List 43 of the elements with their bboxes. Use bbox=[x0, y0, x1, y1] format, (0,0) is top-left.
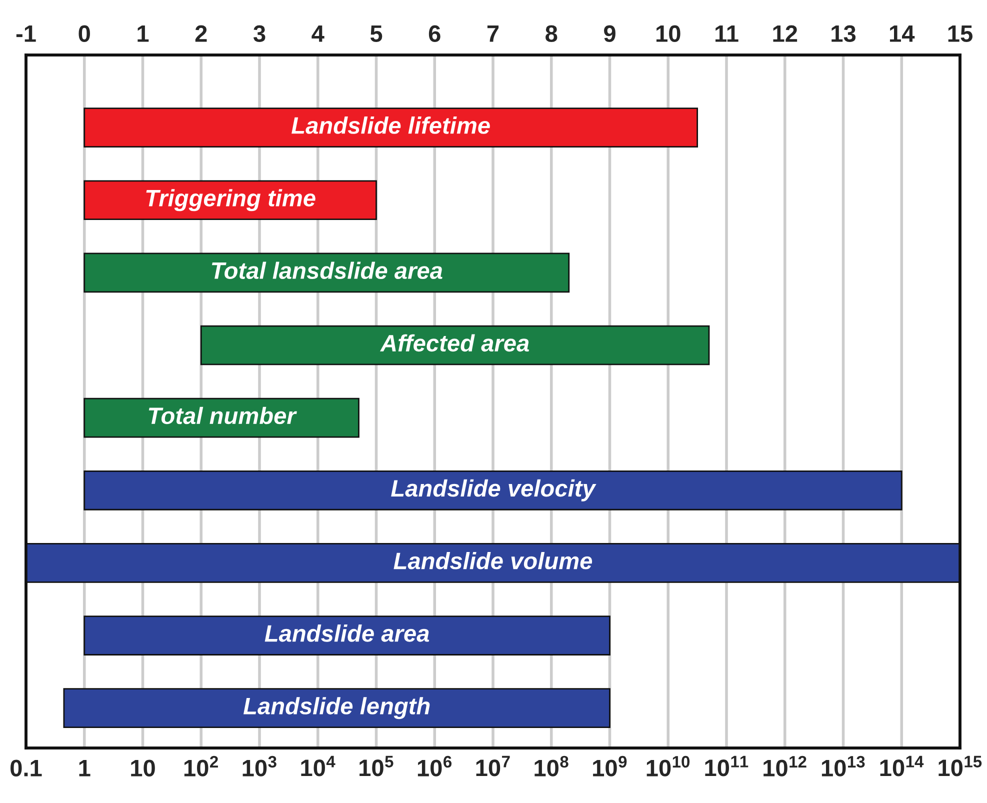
y-tick-label: Total number bbox=[148, 406, 297, 424]
x-tick-label: 4 bbox=[312, 26, 324, 42]
x-tick-label: 5 bbox=[370, 26, 382, 42]
x2-tick-label: 10$^{9}$ bbox=[593, 756, 627, 776]
y-tick-label: Landslide volume bbox=[394, 552, 592, 570]
x-tick-label: 6 bbox=[428, 25, 440, 42]
x-tick-label: 11 bbox=[716, 26, 738, 42]
x2-tick-label: 10$^{5}$ bbox=[360, 756, 394, 776]
x-tick-label: 9 bbox=[604, 25, 616, 42]
y-tick-label: Total lansdslide area bbox=[212, 262, 442, 280]
x-tick-label: -1 bbox=[16, 26, 36, 42]
x-tick-label: 10 bbox=[656, 25, 680, 42]
x-tick-label: 13 bbox=[832, 25, 856, 42]
x-tick-label: 2 bbox=[195, 25, 207, 42]
x2-tick-label: 10$^{11}$ bbox=[705, 756, 748, 776]
x-tick-label: 1 bbox=[138, 26, 149, 42]
x-tick-label: 0 bbox=[78, 25, 90, 42]
x-tick-label: 7 bbox=[487, 26, 499, 42]
x2-tick-label: 1 bbox=[79, 760, 90, 776]
x-tick-label: 8 bbox=[546, 25, 558, 42]
y-tick-label: Affected area bbox=[380, 334, 529, 352]
x2-tick-label: 10$^{3}$ bbox=[242, 756, 276, 776]
x2-tick-label: 0.1 bbox=[10, 760, 42, 776]
x2-tick-label: 10$^{10}$ bbox=[646, 756, 690, 776]
y-tick-label: Landslide area bbox=[264, 624, 430, 642]
x2-tick-label: 10$^{4}$ bbox=[301, 756, 336, 776]
x-tick-label: 12 bbox=[773, 25, 798, 42]
y-tick-label: Landslide lifetime bbox=[292, 116, 490, 134]
x-tick-label: 14 bbox=[890, 26, 915, 42]
x-tick-label: 3 bbox=[253, 25, 266, 42]
x2-tick-label: 10$^{7}$ bbox=[476, 756, 510, 776]
x-tick-label: 15 bbox=[948, 26, 972, 42]
x2-tick-label: 10 bbox=[131, 760, 155, 776]
x2-tick-label: 10$^{15}$ bbox=[938, 756, 982, 776]
x2-tick-label: 10$^{2}$ bbox=[184, 756, 218, 776]
x2-tick-label: 10$^{12}$ bbox=[764, 756, 806, 776]
x2-tick-label: 10$^{6}$ bbox=[418, 756, 452, 776]
y-tick-label: Triggering time bbox=[146, 189, 316, 212]
y-tick-label: Landslide length bbox=[243, 697, 430, 720]
x2-tick-label: 10$^{13}$ bbox=[822, 756, 865, 776]
y-tick-label: Landslide velocity bbox=[391, 479, 596, 502]
x2-tick-label: 10$^{8}$ bbox=[534, 756, 568, 776]
x2-tick-label: 10$^{14}$ bbox=[880, 756, 924, 776]
